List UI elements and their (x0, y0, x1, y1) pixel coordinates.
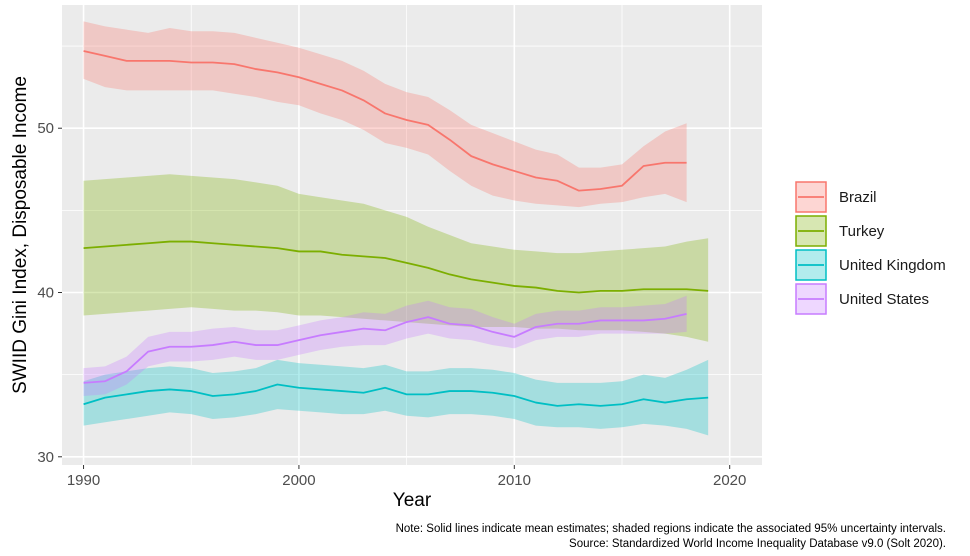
major-gridlines (62, 5, 762, 465)
band-united-kingdom (83, 359, 709, 436)
x-axis-title: Year (393, 490, 432, 511)
series-lines (83, 50, 709, 407)
band-united-states (83, 295, 687, 396)
plot-panel (62, 5, 762, 465)
line-chart: 1990 2000 2010 2020 30 40 50 Year SWIID Gini … (10, 5, 946, 511)
line-turkey (83, 240, 709, 294)
legend-label-turkey: Turkey (839, 223, 885, 240)
x-tick-label: 2000 (282, 472, 315, 489)
line-united-kingdom (83, 383, 709, 407)
y-tick-label: 50 (37, 120, 54, 137)
legend-label-united-kingdom: United Kingdom (839, 257, 946, 274)
y-tick-label: 40 (37, 285, 54, 302)
y-tick-label: 30 (37, 449, 54, 466)
legend-label-united-states: United States (839, 291, 929, 308)
chart-note: Note: Solid lines indicate mean estimate… (395, 523, 946, 535)
x-tick-label: 1990 (67, 472, 100, 489)
line-united-states (83, 312, 687, 384)
chart-source: Source: Standardized World Income Inequa… (569, 538, 946, 550)
legend-label-brazil: Brazil (839, 189, 877, 206)
band-turkey (83, 174, 709, 342)
line-brazil (83, 50, 687, 192)
x-tick-label: 2020 (713, 472, 746, 489)
y-axis-title: SWIID Gini Index, Disposable Income (10, 76, 31, 394)
x-tick-label: 2010 (498, 472, 531, 489)
minor-gridlines (62, 5, 762, 465)
x-axis-ticks: 1990 2000 2010 2020 (67, 465, 746, 489)
legend: Brazil Turkey United Kingdom United States (795, 181, 946, 315)
y-axis-ticks: 30 40 50 (37, 120, 62, 466)
